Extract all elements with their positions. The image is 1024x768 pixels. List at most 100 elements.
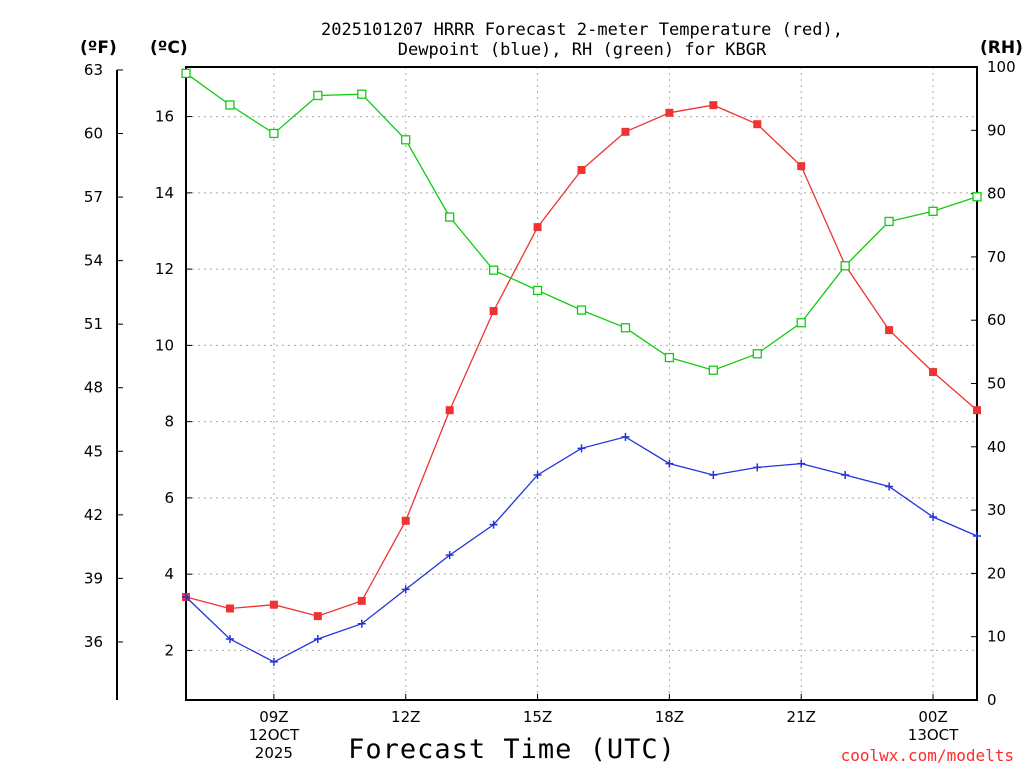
rh-point [401,135,411,145]
temperature-point [929,368,938,377]
temperature-point [577,165,586,174]
rh-point [708,365,718,375]
rh-point [972,192,982,202]
celsius-tick-label: 14 [155,184,174,202]
fahrenheit-tick-label: 54 [84,252,103,270]
rh-point [752,349,762,359]
rh-point [884,216,894,227]
temperature-point [313,612,322,621]
credit-text: coolwx.com/modelts [841,746,1014,765]
temperature-point [885,326,894,335]
fahrenheit-tick-label: 45 [84,442,103,460]
celsius-unit-label: (ºC) [150,38,188,58]
temperature-point [621,127,630,136]
x-tick-label: 13OCT [908,726,959,744]
ticks-layer: 2 4 6 8 10 12 14 16 36 39 42 45 48 51 54 57 60 63 0 10 20 30 4… [84,58,1016,762]
dewpoint-point [797,459,806,468]
rh-unit-label: (RH) [980,38,1023,58]
temperature-point [709,101,718,110]
celsius-tick-label: 6 [164,489,174,507]
dewpoint-point [445,551,454,560]
dewpoint-point [357,619,366,628]
rh-tick-label: 40 [987,438,1006,456]
chart-title-line-2: Dewpoint (blue), RH (green) for KBGR [398,40,767,60]
temperature-point [489,307,498,316]
temperature-point [269,600,278,609]
rh-point [269,128,279,139]
x-tick-label: 12Z [391,708,420,726]
fahrenheit-tick-label: 39 [84,569,103,587]
temperature-point [753,120,762,129]
series-layer [181,68,982,666]
x-tick-label: 15Z [523,708,552,726]
rh-tick-label: 50 [987,375,1006,393]
x-tick-label: 21Z [787,708,816,726]
temperature-point [973,406,981,415]
temperature-point [445,406,454,415]
dewpoint-point [973,532,981,541]
rh-tick-label: 60 [987,311,1006,329]
dewpoint-point [182,593,190,602]
rh-point [225,100,235,110]
fahrenheit-unit-label: (ºF) [80,38,117,58]
x-axis-title: Forecast Time (UTC) [348,734,676,765]
rh-point [532,285,543,296]
dewpoint-point [313,634,322,643]
rh-point [488,265,499,275]
celsius-tick-label: 4 [164,565,174,583]
fahrenheit-tick-label: 63 [84,61,103,79]
dewpoint-point [621,432,630,441]
dewpoint-point [401,585,410,594]
dewpoint-point [841,471,850,480]
rh-tick-label: 0 [987,691,997,709]
temperature-point [533,223,542,232]
dewpoint-point [577,444,586,453]
rh-tick-label: 30 [987,501,1006,519]
rh-tick-label: 80 [987,185,1006,203]
dewpoint-point [929,512,938,521]
fahrenheit-tick-label: 42 [84,506,103,524]
rh-point [620,323,631,333]
chart-title-line-1: 2025101207 HRRR Forecast 2-meter Tempera… [321,20,843,40]
dewpoint-series [182,432,981,666]
x-tick-label: 09Z [259,708,288,726]
dewpoint-point [709,471,718,480]
fahrenheit-tick-label: 57 [84,188,103,206]
rh-point [576,305,587,315]
rh-tick-label: 90 [987,121,1006,139]
dewpoint-point [665,459,674,468]
rh-point [357,89,367,99]
celsius-tick-label: 2 [164,641,174,659]
x-tick-label: 00Z [918,708,947,726]
rh-point [313,90,323,101]
temperature-point [797,162,806,171]
fahrenheit-tick-label: 60 [84,125,103,143]
rh-point [664,352,675,363]
dewpoint-point [533,471,542,480]
rh-point [840,261,850,271]
dewpoint-point [885,482,894,491]
x-tick-label: 2025 [255,744,293,762]
fahrenheit-tick-label: 51 [84,315,103,333]
rh-tick-label: 70 [987,248,1006,266]
rh-point [796,318,806,328]
rh-point [445,212,455,222]
rh-tick-label: 20 [987,564,1006,582]
temperature-point [665,108,674,117]
celsius-tick-label: 12 [155,260,174,278]
temperature-point [225,604,234,613]
rh-point [928,206,938,216]
rh-tick-label: 10 [987,628,1006,646]
dewpoint-point [269,657,278,666]
dewpoint-point [225,634,234,643]
fahrenheit-tick-label: 36 [84,633,103,651]
rh-point [181,68,191,78]
temperature-point [401,516,410,525]
rh-tick-label: 100 [987,58,1016,76]
celsius-tick-label: 8 [164,413,174,431]
celsius-tick-label: 10 [155,336,174,354]
temperature-point [357,596,366,605]
x-tick-label: 18Z [655,708,684,726]
dewpoint-point [753,463,762,472]
